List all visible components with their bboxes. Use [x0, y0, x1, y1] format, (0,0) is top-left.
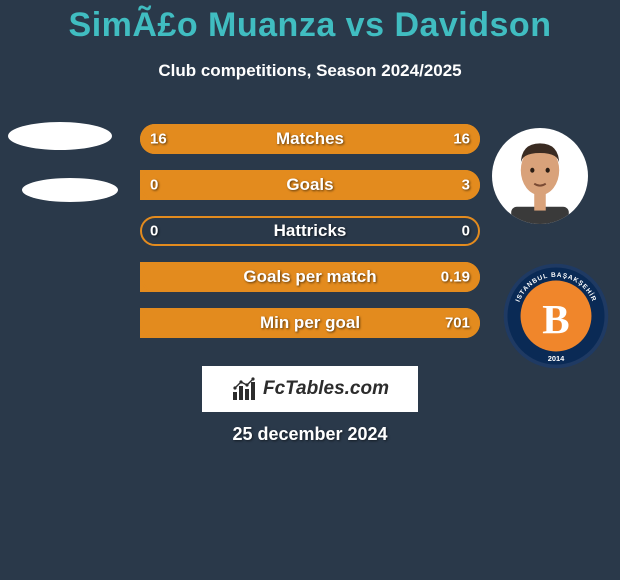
branding-badge: FcTables.com — [202, 366, 418, 412]
stat-value-left: 0 — [150, 177, 158, 194]
stats-panel: Matches 16 16 Goals 0 3 Hattricks 0 0 Goals per m… — [140, 124, 480, 354]
stat-value-right: 701 — [445, 315, 470, 332]
stat-value-right: 16 — [453, 131, 470, 148]
stat-value-left: 0 — [150, 223, 158, 240]
fctables-icon — [231, 376, 257, 402]
page-title: SimÃ£o Muanza vs Davidson — [0, 0, 620, 45]
stat-value-right: 0 — [462, 223, 470, 240]
placeholder-ellipse-2 — [22, 178, 118, 202]
stat-label: Min per goal — [260, 313, 360, 333]
stat-label: Hattricks — [274, 221, 347, 241]
club-logo: ISTANBUL BAŞAKŞEHİR B 2014 — [500, 260, 612, 372]
stat-label: Matches — [276, 129, 344, 149]
stat-label: Goals per match — [243, 267, 376, 287]
stat-value-right: 3 — [462, 177, 470, 194]
stat-row: Min per goal 701 — [140, 308, 480, 338]
stat-value-right: 0.19 — [441, 269, 470, 286]
stat-row: Goals per match 0.19 — [140, 262, 480, 292]
date-label: 25 december 2024 — [0, 424, 620, 445]
player-avatar — [492, 128, 588, 224]
svg-text:2014: 2014 — [548, 354, 565, 363]
placeholder-ellipse-1 — [8, 122, 112, 150]
branding-text: FcTables.com — [263, 378, 389, 400]
stat-label: Goals — [286, 175, 333, 195]
stat-row: Matches 16 16 — [140, 124, 480, 154]
stat-value-left: 16 — [150, 131, 167, 148]
subtitle: Club competitions, Season 2024/2025 — [0, 61, 620, 81]
stat-row: Hattricks 0 0 — [140, 216, 480, 246]
svg-text:B: B — [542, 296, 569, 342]
stat-row: Goals 0 3 — [140, 170, 480, 200]
